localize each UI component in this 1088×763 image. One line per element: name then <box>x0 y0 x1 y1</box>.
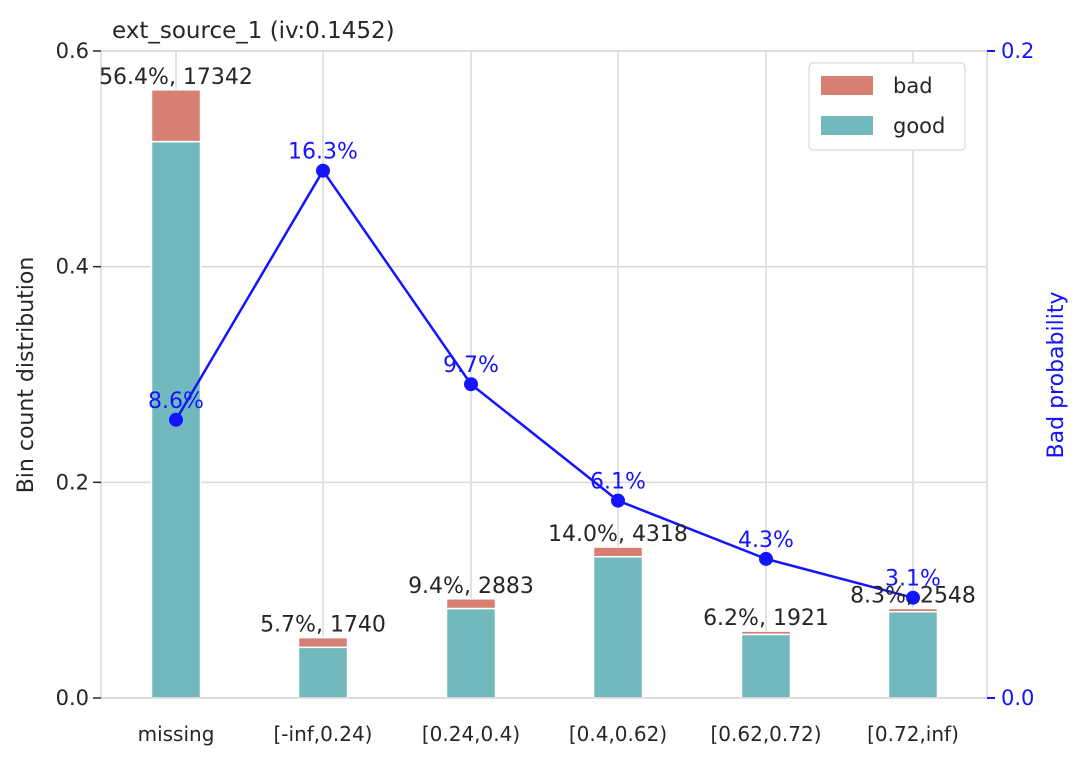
x-tick-label: [0.24,0.4) <box>422 722 520 746</box>
y2-tick-label: 0.0 <box>1001 686 1034 710</box>
plot-background <box>100 50 988 699</box>
bad-probability-line <box>169 163 920 605</box>
bad-probability-point <box>759 551 773 566</box>
bars <box>150 89 939 699</box>
bar-label: 5.7%, 1740 <box>260 613 386 638</box>
axes: 0.0 0.2 0.4 0.6 0.0 0.2 missing [-inf,0.24) [0.2… <box>56 39 1035 746</box>
legend-good-swatch <box>821 116 873 135</box>
x-tick-label: [0.4,0.62) <box>569 722 667 746</box>
bad-probability-path <box>174 168 914 599</box>
bar-bad <box>445 598 497 610</box>
data-labels: 56.4%, 17342 5.7%, 1740 9.4%, 2883 14.0%, 4… <box>99 65 976 638</box>
bar-bad <box>887 607 939 613</box>
x-tick-label: [-inf,0.24) <box>274 722 373 746</box>
bar-good <box>297 646 349 699</box>
bar-bad <box>740 630 792 636</box>
legend-good-label: good <box>893 114 945 138</box>
y-tick-label: 0.4 <box>56 255 89 279</box>
bar-label: 56.4%, 17342 <box>99 65 253 90</box>
bar-bad <box>592 546 644 558</box>
legend: bad good <box>808 62 966 151</box>
y-tick-label: 0.0 <box>56 686 89 710</box>
bad-probability-point <box>169 412 183 427</box>
x-tick-label: missing <box>138 722 215 746</box>
bad-probability-label: 8.6% <box>148 389 204 414</box>
y2-tick-label: 0.2 <box>1001 39 1034 63</box>
chart-title: ext_source_1 (iv:0.1452) <box>112 18 395 44</box>
bar-good <box>592 555 644 699</box>
bar-good <box>887 610 939 699</box>
bar-label: 14.0%, 4318 <box>548 522 688 547</box>
bar-label: 8.3%, 2548 <box>850 583 976 608</box>
y2-axis-label: Bad probability <box>1044 292 1069 459</box>
bar-label: 9.4%, 2883 <box>408 574 534 599</box>
x-tick-label: [0.62,0.72) <box>710 722 821 746</box>
bad-probability-label: 4.3% <box>738 528 794 553</box>
bad-probability-point <box>906 590 920 605</box>
bad-probability-point <box>464 377 478 392</box>
legend-bad-swatch <box>821 76 873 95</box>
bar-good <box>445 607 497 699</box>
bar-good <box>740 633 792 699</box>
bad-probability-label: 6.1% <box>590 470 646 495</box>
y-tick-label: 0.6 <box>56 39 89 63</box>
bad-probability-point <box>611 493 625 508</box>
bar-bad <box>150 89 202 143</box>
bad-probability-point <box>316 163 330 178</box>
bar-label: 6.2%, 1921 <box>703 606 829 631</box>
y-axis-label: Bin count distribution <box>14 257 39 494</box>
bar-bad <box>297 636 349 649</box>
bad-probability-label: 9.7% <box>443 353 499 378</box>
y-tick-label: 0.2 <box>56 470 89 494</box>
bad-probability-label: 16.3% <box>288 140 358 165</box>
legend-bad-label: bad <box>893 74 933 98</box>
bad-probability-label: 3.1% <box>885 567 941 592</box>
x-tick-label: [0.72,inf) <box>867 722 959 746</box>
